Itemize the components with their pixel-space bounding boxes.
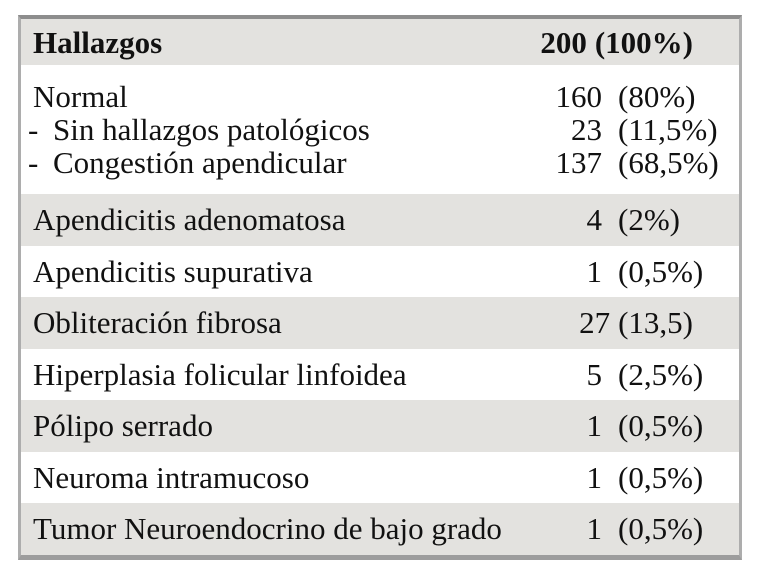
row-label: Apendicitis supurativa <box>33 253 313 289</box>
table-row: Apendicitis adenomatosa 4 (2%) <box>21 194 739 246</box>
row-count: 1 <box>586 459 603 495</box>
row-value: 1 (0,5%) <box>550 513 724 544</box>
header-label: Hallazgos <box>33 24 163 60</box>
row-value: 160 (80%) <box>550 81 724 112</box>
row-label: Tumor Neuroendocrino de bajo grado <box>33 511 502 547</box>
row-label: Pólipo serrado <box>33 408 213 444</box>
row-percent: (0,5%) <box>618 459 704 495</box>
table-row: Apendicitis supurativa 1 (0,5%) <box>21 246 739 298</box>
dash-bullet: - <box>28 145 39 180</box>
row-count: 1 <box>586 511 603 547</box>
row-label: - Congestión apendicular <box>21 147 347 178</box>
table-subrow: - Congestión apendicular 137 (68,5%) <box>21 146 739 179</box>
header-percent: (100%) <box>594 24 693 60</box>
row-normal-group: Normal 160 (80%) - Sin hallazgos patológ… <box>21 65 739 194</box>
row-value: 1 (0,5%) <box>550 410 724 441</box>
table-row: Pólipo serrado 1 (0,5%) <box>21 400 739 452</box>
dash-bullet: - <box>28 112 39 147</box>
header-value: 200 (100%) <box>540 27 693 58</box>
row-percent: (0,5%) <box>618 408 704 444</box>
subrow-text: Congestión apendicular <box>53 145 347 180</box>
table-header-row: Hallazgos 200 (100%) <box>21 19 739 65</box>
table-row: Obliteración fibrosa 27 (13,5) <box>21 297 739 349</box>
table-row: Tumor Neuroendocrino de bajo grado 1 (0,… <box>21 503 739 555</box>
row-count: 160 <box>555 79 603 114</box>
header-count: 200 <box>540 24 587 60</box>
row-label: - Sin hallazgos patológicos <box>21 114 370 145</box>
row-count: 1 <box>586 253 603 289</box>
row-label: Apendicitis adenomatosa <box>33 202 346 238</box>
row-percent: (68,5%) <box>618 145 719 180</box>
row-value: 23 (11,5%) <box>550 114 724 145</box>
row-count: 4 <box>586 202 603 238</box>
table-row: Neuroma intramucoso 1 (0,5%) <box>21 452 739 504</box>
table-row: Hiperplasia folicular linfoidea 5 (2,5%) <box>21 349 739 401</box>
row-count: 1 <box>586 408 603 444</box>
row-value: 1 (0,5%) <box>550 256 724 287</box>
row-label: Normal <box>33 79 128 114</box>
row-percent: (0,5%) <box>618 253 704 289</box>
row-percent: (2%) <box>618 202 680 238</box>
subrow-text: Sin hallazgos patológicos <box>53 112 370 147</box>
row-value: 137 (68,5%) <box>550 147 724 178</box>
row-percent: (11,5%) <box>618 112 718 147</box>
row-label: Neuroma intramucoso <box>33 459 310 495</box>
row-label: Obliteración fibrosa <box>33 305 282 341</box>
row-value: 4 (2%) <box>550 204 724 235</box>
findings-table: Hallazgos 200 (100%) Normal 160 (80%) - … <box>18 15 742 560</box>
row-percent: (0,5%) <box>618 511 704 547</box>
row-percent: (13,5) <box>618 305 693 341</box>
row-value: 27 (13,5) <box>579 307 693 338</box>
table-subrow: - Sin hallazgos patológicos 23 (11,5%) <box>21 113 739 146</box>
row-count: 5 <box>586 356 603 392</box>
row-count: 137 <box>555 145 603 180</box>
row-percent: (80%) <box>618 79 696 114</box>
row-percent: (2,5%) <box>618 356 704 392</box>
row-value: 1 (0,5%) <box>550 462 724 493</box>
table-row: Normal 160 (80%) <box>21 80 739 113</box>
row-label: Hiperplasia folicular linfoidea <box>33 356 407 392</box>
row-count: 27 <box>579 305 611 341</box>
row-value: 5 (2,5%) <box>550 359 724 390</box>
row-count: 23 <box>571 112 602 147</box>
